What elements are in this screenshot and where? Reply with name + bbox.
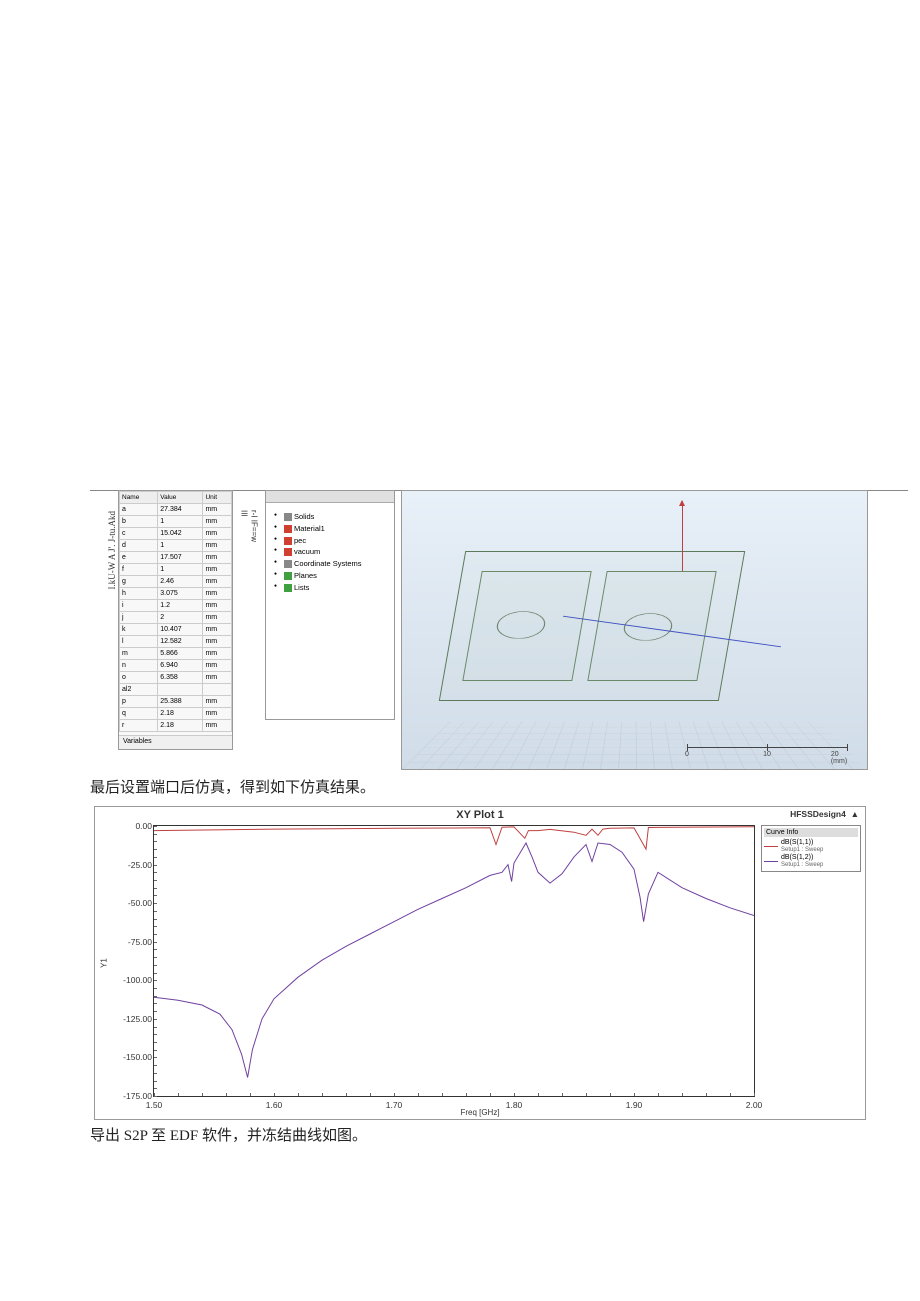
table-row[interactable]: b1mm — [120, 516, 232, 528]
tree-header — [266, 491, 394, 503]
planes-icon — [284, 572, 292, 580]
legend: Curve Info dB(S(1,1))Setup1 : SweepdB(S(… — [761, 825, 861, 872]
y-axis-label: Y1 — [99, 958, 108, 968]
solids-icon — [284, 513, 292, 521]
param-table[interactable]: Name Value Unit a27.384mmb1mmc15.042mmd1… — [119, 491, 232, 732]
table-row[interactable]: f1mm — [120, 564, 232, 576]
3d-viewport[interactable]: 0 10 20 (mm) — [401, 490, 868, 770]
table-row[interactable]: c15.042mm — [120, 528, 232, 540]
tree-item[interactable]: Material1 — [272, 523, 388, 535]
legend-swatch — [764, 861, 778, 862]
model-tree[interactable]: SolidsMaterial1pecvacuumCoordinate Syste… — [265, 490, 395, 720]
param-panel: I.kU-W A J'. J-tu.Akd Name Value Unit a2… — [118, 490, 233, 750]
grid-floor — [402, 721, 867, 769]
x-axis-label: Freq [GHz] — [460, 1108, 499, 1117]
chart-title: XY Plot 1 — [95, 809, 865, 821]
table-row[interactable]: d1mm — [120, 540, 232, 552]
table-row[interactable]: m5.866mm — [120, 648, 232, 660]
material1-icon — [284, 525, 292, 533]
table-row[interactable]: l12.582mm — [120, 636, 232, 648]
curve — [154, 827, 754, 849]
tree-item[interactable]: Lists — [272, 582, 388, 594]
x-tick: 1.80 — [506, 1100, 523, 1110]
table-row[interactable]: q2.18mm — [120, 708, 232, 720]
table-row[interactable]: o6.358mm — [120, 672, 232, 684]
table-row[interactable]: j2mm — [120, 612, 232, 624]
caption-2: 导出 S2P 至 EDF 软件，并冻结曲线如图。 — [90, 1124, 367, 1145]
legend-item: dB(S(1,1))Setup1 : Sweep — [764, 839, 858, 853]
col-value: Value — [158, 492, 203, 504]
x-tick: 1.70 — [386, 1100, 403, 1110]
param-title-vertical: I.kU-W A J'. J-tu.Akd — [107, 511, 117, 589]
table-row[interactable]: h3.075mm — [120, 588, 232, 600]
x-tick: 1.90 — [626, 1100, 643, 1110]
x-tick: 1.60 — [266, 1100, 283, 1110]
y-tick: -100.00 — [108, 975, 152, 985]
param-tabs[interactable]: Variables — [119, 735, 232, 749]
y-tick: -50.00 — [108, 898, 152, 908]
legend-item: dB(S(1,2))Setup1 : Sweep — [764, 854, 858, 868]
tree-item[interactable]: pec — [272, 535, 388, 547]
curve — [154, 843, 754, 1078]
coordinate-systems-icon — [284, 560, 292, 568]
vacuum-icon — [284, 548, 292, 556]
table-row[interactable]: i1.2mm — [120, 600, 232, 612]
x-tick: 2.00 — [746, 1100, 763, 1110]
plot-area: 0.00-25.00-50.00-75.00-100.00-125.00-150… — [153, 825, 755, 1097]
legend-swatch — [764, 846, 778, 847]
table-row[interactable]: p25.388mm — [120, 696, 232, 708]
y-tick: -125.00 — [108, 1014, 152, 1024]
x-tick: 1.50 — [146, 1100, 163, 1110]
col-unit: Unit — [203, 492, 232, 504]
table-row[interactable]: g2.46mm — [120, 576, 232, 588]
caption-1: 最后设置端口后仿真，得到如下仿真结果。 — [90, 776, 375, 797]
y-tick: -150.00 — [108, 1052, 152, 1062]
tree-item[interactable]: vacuum — [272, 546, 388, 558]
vertical-labels: r-I IF==w III — [239, 490, 259, 770]
y-tick: 0.00 — [108, 821, 152, 831]
tab-variables[interactable]: Variables — [123, 738, 152, 745]
legend-title: Curve Info — [764, 828, 858, 837]
tree-item[interactable]: Coordinate Systems — [272, 558, 388, 570]
table-row[interactable]: e17.507mm — [120, 552, 232, 564]
table-row[interactable]: al2 — [120, 684, 232, 696]
tree-item[interactable]: Solids — [272, 511, 388, 523]
curve-svg — [154, 826, 754, 1096]
y-tick: -75.00 — [108, 937, 152, 947]
col-name: Name — [120, 492, 158, 504]
xy-plot-chart: XY Plot 1 HFSSDesign4 ▲ Y1 Freq [GHz] 0.… — [94, 806, 866, 1120]
table-row[interactable]: a27.384mm — [120, 504, 232, 516]
pec-icon — [284, 537, 292, 545]
axis-z-icon — [682, 501, 683, 571]
tree-item[interactable]: Planes — [272, 570, 388, 582]
table-row[interactable]: k10.407mm — [120, 624, 232, 636]
lists-icon — [284, 584, 292, 592]
scale-bar: 0 10 20 (mm) — [687, 747, 847, 761]
y-tick: -25.00 — [108, 860, 152, 870]
table-row[interactable]: n6.940mm — [120, 660, 232, 672]
design-label: HFSSDesign4 ▲ — [790, 809, 859, 819]
hfss-ui-section: I.kU-W A J'. J-tu.Akd Name Value Unit a2… — [118, 490, 868, 770]
table-row[interactable]: r2.18mm — [120, 720, 232, 732]
